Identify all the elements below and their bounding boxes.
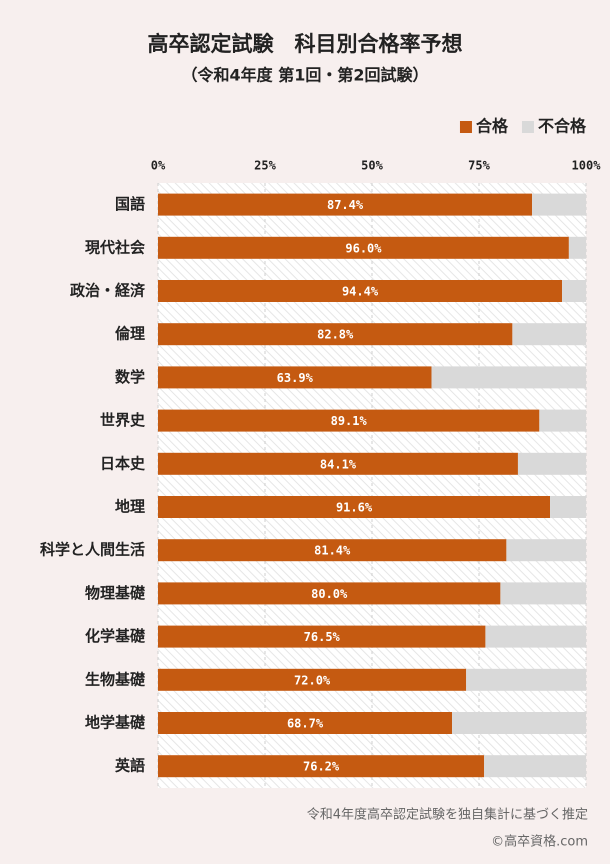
data-label: 84.1% — [320, 457, 357, 471]
y-tick-label: 現代社会 — [85, 238, 145, 256]
bar-segment — [158, 582, 501, 605]
bar-segment — [550, 496, 586, 518]
bar-segment — [466, 668, 586, 691]
x-tick-label: 50% — [361, 159, 383, 173]
bar-segment — [158, 755, 485, 778]
footnote: 令和4年度高卒認定試験を独自集計に基づく推定 — [307, 807, 588, 823]
data-label: 91.6% — [336, 501, 373, 515]
bar-segment — [158, 280, 563, 302]
data-label: 76.5% — [304, 630, 341, 644]
bar-segment — [158, 539, 507, 562]
bar-segment — [485, 625, 586, 648]
y-tick-label: 物理基礎 — [85, 584, 146, 602]
chart-title: 高卒認定試験 科目別合格率予想 — [148, 32, 463, 56]
bar-segment — [158, 366, 432, 389]
y-tick-label: 日本史 — [100, 454, 146, 472]
chart-subtitle: （令和4年度 第1回・第2回試験） — [182, 66, 429, 85]
x-tick-label: 75% — [468, 159, 490, 173]
bar-segment — [484, 755, 586, 778]
footnote: ©高卒資格.com — [491, 834, 588, 850]
y-tick-label: 地学基礎 — [85, 714, 146, 732]
data-label: 80.0% — [311, 587, 348, 601]
bar-segment — [158, 236, 569, 259]
y-tick-label: 科学と人間生活 — [40, 541, 145, 559]
bar-segment — [158, 496, 551, 518]
bar-segment — [562, 280, 586, 302]
bar-segment — [158, 625, 486, 648]
bar-segment — [158, 452, 518, 475]
data-label: 94.4% — [342, 285, 379, 299]
bar-segment — [568, 236, 586, 259]
y-tick-label: 世界史 — [100, 411, 146, 429]
data-label: 81.4% — [314, 544, 351, 558]
y-tick-label: 化学基礎 — [85, 627, 146, 645]
legend-swatch — [521, 121, 534, 133]
bar-segment — [158, 323, 513, 346]
x-tick-label: 25% — [254, 159, 276, 173]
bar-segment — [452, 712, 586, 734]
y-tick-label: 英語 — [115, 757, 145, 775]
data-label: 63.9% — [277, 371, 314, 385]
data-label: 87.4% — [327, 198, 364, 212]
legend-label: 合格 — [476, 117, 509, 136]
bar-segment — [506, 539, 586, 562]
bar-segment — [158, 193, 533, 216]
bar-segment — [158, 668, 467, 691]
y-tick-label: 倫理 — [115, 325, 145, 343]
data-label: 72.0% — [294, 673, 331, 687]
data-label: 68.7% — [287, 717, 324, 731]
bar-segment — [532, 193, 586, 216]
bar-segment — [431, 366, 586, 389]
bar-segment — [539, 409, 586, 432]
data-label: 96.0% — [345, 241, 382, 255]
x-tick-label: 100% — [572, 159, 602, 173]
x-tick-label: 0% — [151, 159, 166, 173]
bar-segment — [512, 323, 586, 346]
y-tick-label: 政治・経済 — [70, 282, 146, 300]
data-label: 89.1% — [331, 414, 368, 428]
legend-swatch — [459, 121, 472, 133]
legend-label: 不合格 — [538, 117, 587, 136]
y-tick-label: 数学 — [115, 368, 145, 386]
data-label: 76.2% — [303, 760, 340, 774]
bar-segment — [500, 582, 586, 605]
y-tick-label: 生物基礎 — [85, 670, 146, 688]
bar-segment — [158, 409, 540, 432]
data-label: 82.8% — [317, 328, 354, 342]
y-tick-label: 地理 — [115, 498, 145, 516]
bar-segment — [517, 452, 586, 475]
y-tick-label: 国語 — [115, 195, 145, 213]
bar-segment — [158, 712, 453, 734]
